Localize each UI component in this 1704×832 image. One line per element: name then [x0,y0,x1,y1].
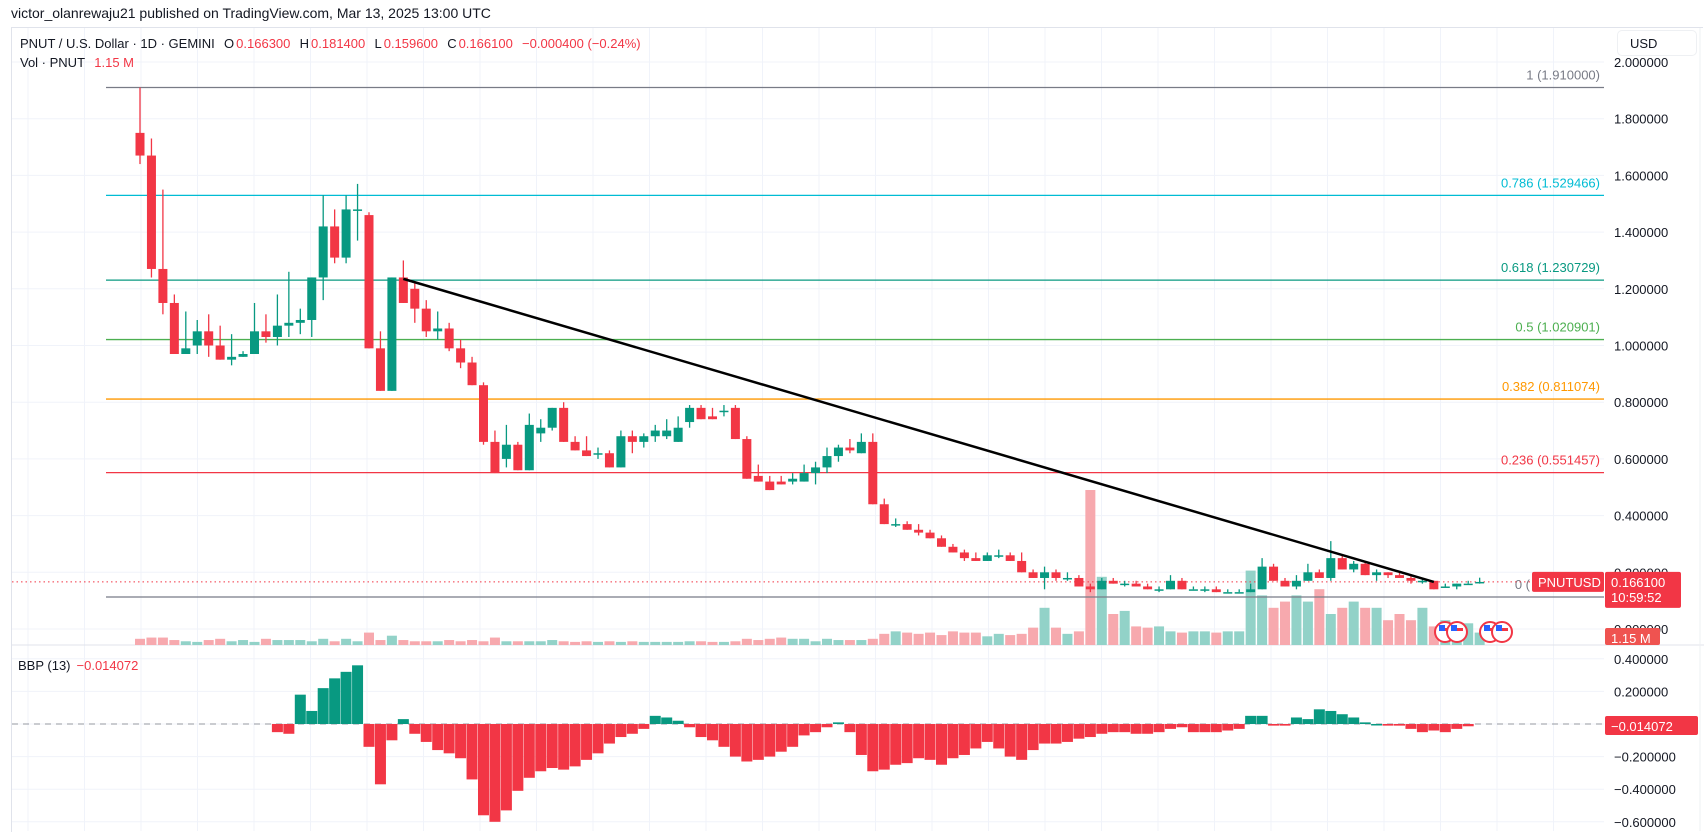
publisher-caption: victor_olanrewaju21 published on Trading… [11,5,491,21]
svg-text:1.15 M: 1.15 M [1611,631,1651,646]
fibonacci-retracement[interactable]: 1 (1.910000) 0.786 (1.529466) 0.618 (1.230… [106,68,1604,598]
svg-text:0.200000: 0.200000 [1614,684,1668,699]
open-label: O [224,36,235,51]
grid [12,28,1604,831]
high-value: 0.181400 [311,36,366,51]
fib-label: 0 ( [1515,577,1531,592]
bbp-value: −0.014072 [76,658,139,673]
volume-label[interactable]: Vol · PNUT [20,55,86,70]
price-axis[interactable]: 2.000000 1.800000 1.600000 1.400000 1.200000… [1614,55,1668,637]
trendline[interactable] [402,277,1435,584]
svg-text:1.600000: 1.600000 [1614,168,1668,183]
change-value: −0.000400 (−0.24%) [522,36,641,51]
svg-text:−0.600000: −0.600000 [1614,815,1676,830]
svg-text:10:59:52: 10:59:52 [1611,590,1662,605]
svg-text:−0.400000: −0.400000 [1614,782,1676,797]
ohlc-row: PNUT / U.S. Dollar · 1D · GEMINI O 0.1663… [20,34,643,53]
chart-frame [11,27,1703,832]
open-value: 0.166300 [236,36,291,51]
svg-text:0.166100: 0.166100 [1611,575,1665,590]
high-label: H [299,36,310,51]
svg-text:−0.014072: −0.014072 [1611,719,1673,734]
symbol-price-tag: PNUTUSD [1532,571,1604,592]
bbp-histogram [271,665,1474,822]
svg-text:2.000000: 2.000000 [1614,55,1668,70]
fib-label: 1 (1.910000) [1526,68,1600,83]
fib-label: 0.236 (0.551457) [1501,453,1600,468]
chart-legend: PNUT / U.S. Dollar · 1D · GEMINI O 0.1663… [20,34,643,72]
volume-tag: 1.15 M [1605,628,1660,646]
bbp-label[interactable]: BBP (13) [18,658,71,673]
volume-row: Vol · PNUT 1.15 M [20,53,643,72]
svg-text:1.400000: 1.400000 [1614,225,1668,240]
svg-text:0.400000: 0.400000 [1614,652,1668,667]
currency-button[interactable]: USD [1617,30,1697,56]
symbol-title[interactable]: PNUT / U.S. Dollar · 1D · GEMINI [20,36,215,51]
svg-text:1.200000: 1.200000 [1614,282,1668,297]
svg-text:−0.200000: −0.200000 [1614,750,1676,765]
svg-text:0.800000: 0.800000 [1614,395,1668,410]
bbp-value-tag: −0.014072 [1605,716,1698,735]
fib-label: 0.618 (1.230729) [1501,260,1600,275]
low-value: 0.159600 [383,36,438,51]
fib-label: 0.786 (1.529466) [1501,175,1600,190]
us-flag-event-icon[interactable] [1479,621,1513,643]
svg-text:0.400000: 0.400000 [1614,509,1668,524]
svg-text:PNUTUSD: PNUTUSD [1538,575,1601,590]
svg-text:1.000000: 1.000000 [1614,339,1668,354]
us-flag-event-icon[interactable] [1434,621,1468,643]
bbp-legend: BBP (13) −0.014072 [18,658,138,673]
volume-value: 1.15 M [94,55,134,70]
fib-label: 0.5 (1.020901) [1515,320,1600,335]
svg-text:0.600000: 0.600000 [1614,452,1668,467]
volume-bars [135,490,1485,645]
bbp-axis[interactable]: 0.400000 0.200000 −0.200000 −0.400000 −0.600… [1614,652,1676,830]
candles [135,87,1485,594]
close-value: 0.166100 [458,36,513,51]
svg-text:1.800000: 1.800000 [1614,112,1668,127]
close-label: C [447,36,457,51]
low-label: L [374,36,382,51]
fib-label: 0.382 (0.811074) [1502,379,1600,394]
